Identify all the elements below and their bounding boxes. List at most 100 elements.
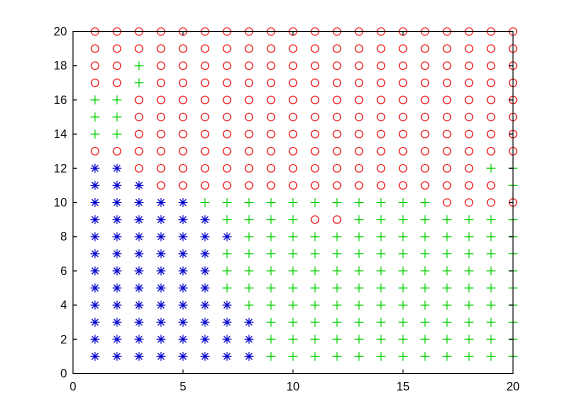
circle-point [332, 95, 342, 105]
circle-point [420, 129, 430, 139]
circle-point [134, 44, 144, 53]
plus-point [354, 317, 364, 327]
circle-point [288, 164, 298, 173]
asterisk-point [156, 198, 166, 207]
circle-point [420, 44, 430, 53]
plus-point [288, 249, 298, 259]
circle-point [156, 78, 166, 88]
asterisk-point [178, 198, 188, 207]
asterisk-point [90, 163, 100, 173]
circle-point [442, 146, 452, 156]
circle-point [288, 44, 298, 53]
circle-point [178, 61, 188, 70]
plus-point [266, 232, 276, 242]
plus-point [420, 351, 430, 361]
plus-point [442, 249, 452, 259]
y-tick-label: 8 [60, 230, 67, 244]
plus-point [112, 129, 122, 139]
plus-point [442, 351, 452, 361]
asterisk-point [200, 283, 210, 293]
asterisk-point [112, 163, 122, 173]
asterisk-point [90, 180, 100, 190]
plus-point [310, 351, 320, 361]
circle-point [420, 95, 430, 105]
plus-point [310, 232, 320, 242]
circle-point [376, 164, 386, 173]
circle-point [266, 164, 276, 173]
asterisk-point [200, 232, 210, 242]
circle-point [266, 112, 276, 122]
circle-point [420, 164, 430, 173]
plus-point [354, 351, 364, 361]
y-tick-label: 14 [54, 127, 68, 141]
circle-point [464, 112, 474, 122]
circle-point [442, 129, 452, 139]
plus-point [442, 232, 452, 242]
circle-point [244, 44, 254, 53]
plus-point [112, 95, 122, 105]
plus-point [354, 249, 364, 259]
plus-point [486, 163, 496, 173]
asterisk-point [134, 334, 144, 344]
plus-point [398, 351, 408, 361]
circle-point [442, 44, 452, 53]
asterisk-point [200, 215, 210, 225]
asterisk-point [112, 334, 122, 344]
circle-point [266, 78, 276, 88]
circle-point [376, 129, 386, 139]
circle-point [222, 146, 232, 156]
plus-point [398, 249, 408, 259]
circle-point [310, 164, 320, 173]
circle-point [90, 61, 100, 70]
circle-point [376, 146, 386, 156]
circle-point [310, 78, 320, 88]
circle-point [354, 112, 364, 122]
circle-point [90, 78, 100, 88]
asterisk-point [90, 351, 100, 361]
circle-point [288, 112, 298, 122]
circle-point [420, 112, 430, 122]
circle-point [156, 129, 166, 139]
plus-point [222, 249, 232, 259]
plus-point [398, 198, 408, 207]
plus-point [398, 266, 408, 276]
plus-point [376, 317, 386, 327]
circle-point [354, 181, 364, 190]
circle-point [112, 61, 122, 70]
circle-point [178, 129, 188, 139]
circle-point [112, 44, 122, 53]
plus-point [266, 249, 276, 259]
circle-point [200, 61, 210, 70]
circle-point [222, 112, 232, 122]
plus-point [420, 300, 430, 310]
circle-point [288, 78, 298, 88]
plus-point [266, 266, 276, 276]
circle-point [376, 44, 386, 53]
circle-point [486, 112, 496, 122]
circle-point [310, 146, 320, 156]
plus-point [288, 215, 298, 225]
asterisk-point [134, 317, 144, 327]
plus-point [398, 300, 408, 310]
x-tick-label: 10 [286, 380, 300, 394]
circle-point [178, 181, 188, 190]
circle-point [200, 44, 210, 53]
y-tick-label: 16 [54, 93, 68, 107]
plus-point [332, 351, 342, 361]
plus-point [266, 351, 276, 361]
plus-point [376, 266, 386, 276]
circle-point [266, 95, 276, 105]
asterisk-point [200, 300, 210, 310]
circle-point [486, 146, 496, 156]
plus-point [266, 317, 276, 327]
circle-point [200, 164, 210, 173]
circle-point [354, 129, 364, 139]
plus-point [420, 283, 430, 293]
circle-point [376, 181, 386, 190]
plus-point [244, 215, 254, 225]
asterisk-point [156, 283, 166, 293]
plus-point [442, 215, 452, 225]
asterisk-point [90, 232, 100, 242]
asterisk-point [112, 215, 122, 225]
